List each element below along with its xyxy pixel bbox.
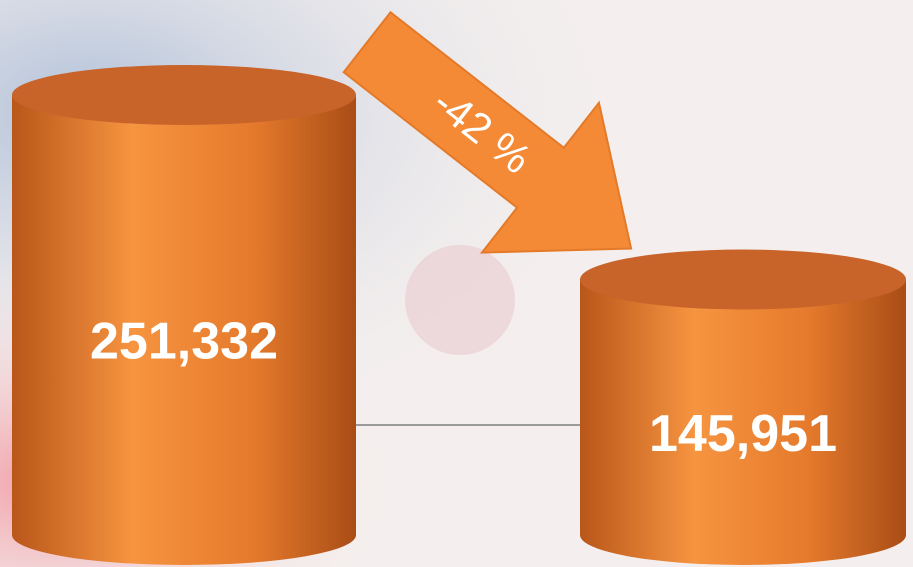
cylinder-top [580, 249, 906, 309]
cylinder: 251,332 [12, 65, 356, 565]
cylinder-top [12, 65, 356, 125]
background-seal [405, 245, 515, 355]
value-label: 145,951 [649, 405, 837, 463]
value-label: 251,332 [90, 313, 278, 371]
chart: 251,332145,951 -42 % [0, 0, 913, 567]
cylinder: 145,951 [580, 249, 906, 564]
